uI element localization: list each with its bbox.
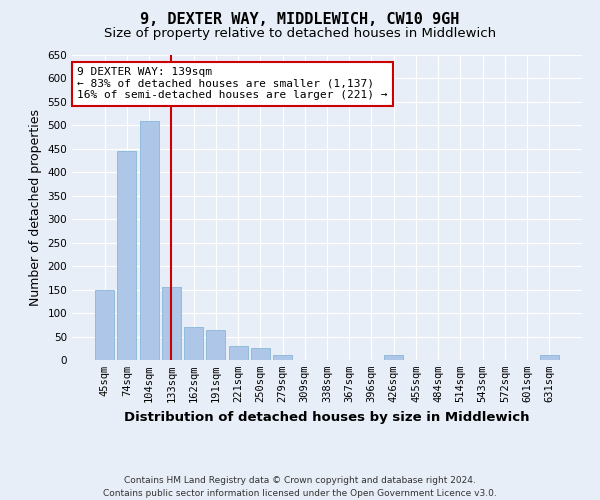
Bar (384, 356, 403, 360)
Bar (95, 290, 114, 360)
X-axis label: Distribution of detached houses by size in Middlewich: Distribution of detached houses by size … (124, 410, 530, 424)
Bar (251, 348, 270, 360)
Text: 9, DEXTER WAY, MIDDLEWICH, CW10 9GH: 9, DEXTER WAY, MIDDLEWICH, CW10 9GH (140, 12, 460, 28)
Bar (118, 151, 136, 360)
Bar (229, 346, 248, 360)
Y-axis label: Number of detached properties: Number of detached properties (29, 109, 42, 306)
Bar (162, 288, 181, 360)
Text: Size of property relative to detached houses in Middlewich: Size of property relative to detached ho… (104, 28, 496, 40)
Bar (140, 120, 158, 360)
Text: 9 DEXTER WAY: 139sqm
← 83% of detached houses are smaller (1,137)
16% of semi-de: 9 DEXTER WAY: 139sqm ← 83% of detached h… (77, 67, 388, 100)
Bar (273, 356, 292, 360)
Bar (206, 330, 225, 360)
Text: Contains HM Land Registry data © Crown copyright and database right 2024.
Contai: Contains HM Land Registry data © Crown c… (103, 476, 497, 498)
Bar (184, 327, 203, 360)
Bar (540, 356, 559, 360)
